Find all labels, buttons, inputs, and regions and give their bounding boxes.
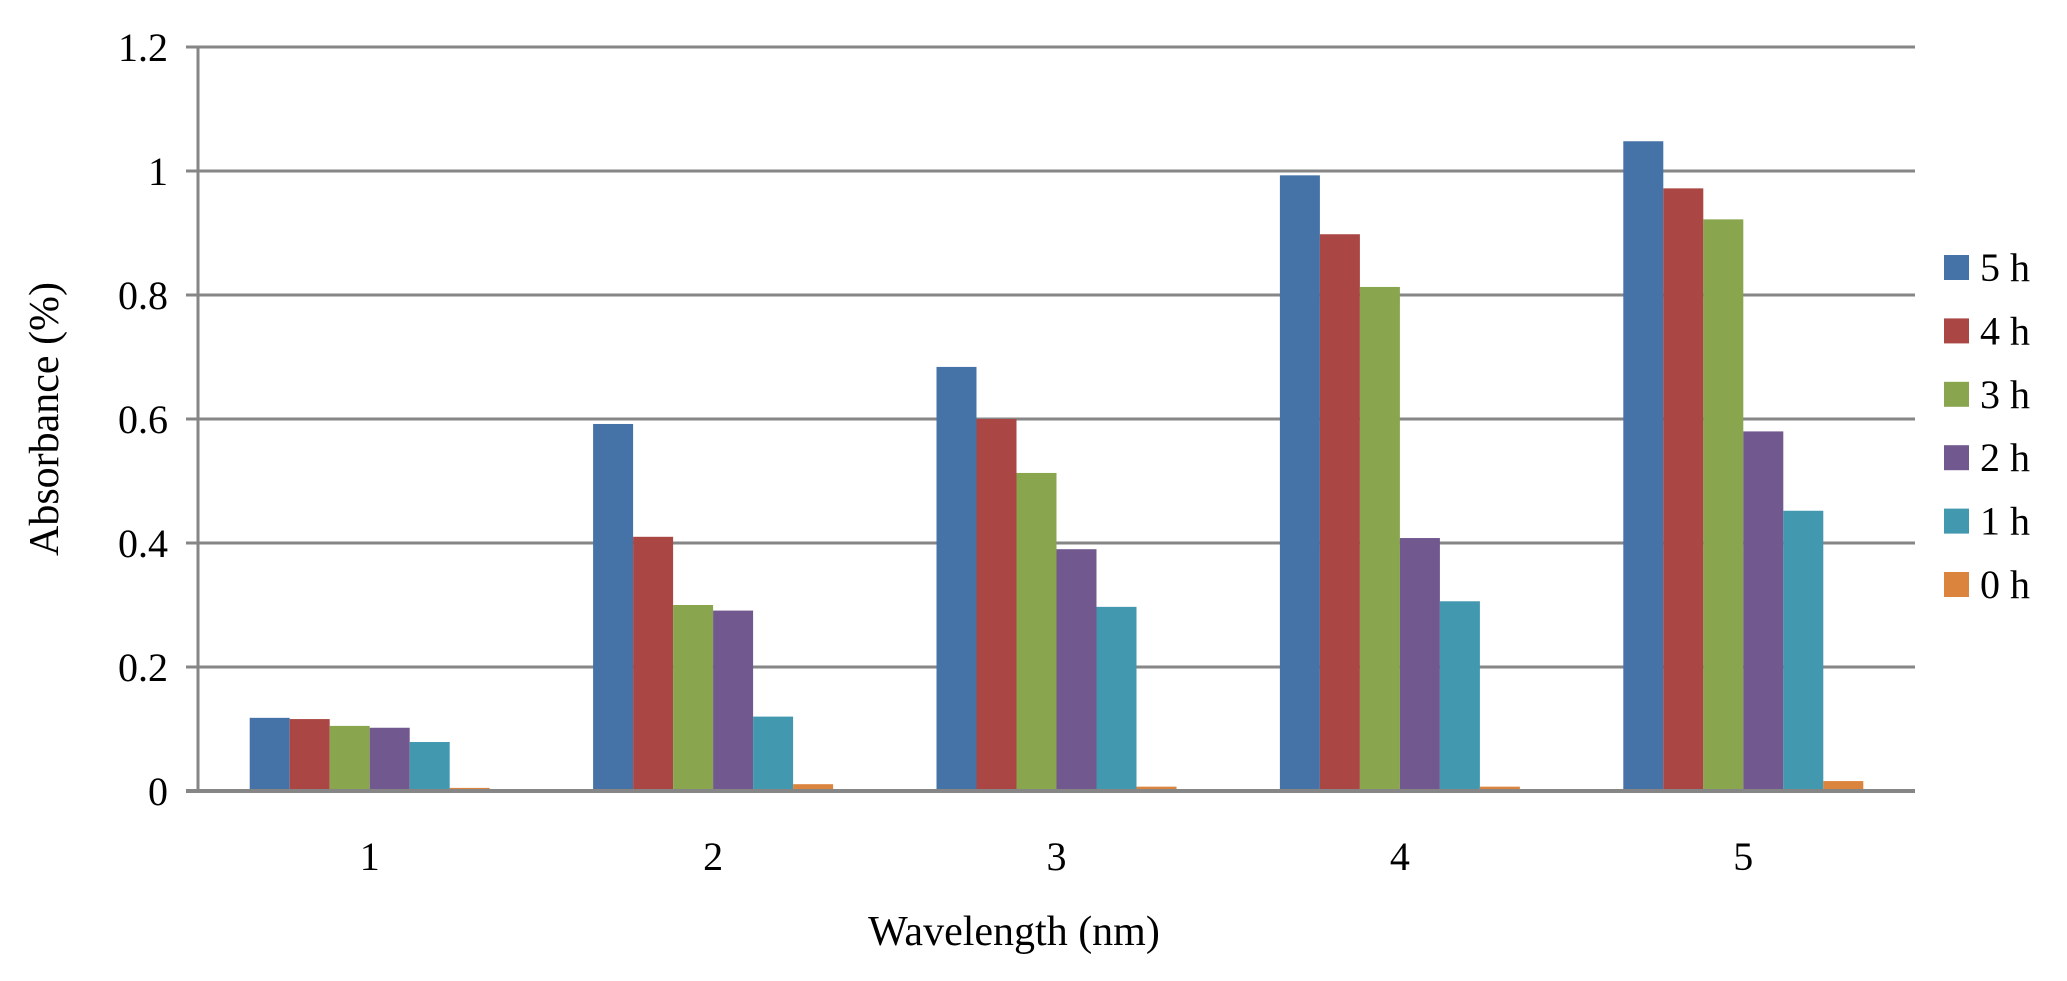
bar-3h-cat-1 — [329, 725, 370, 791]
legend-label: 2 h — [1980, 435, 2030, 480]
legend-label: 3 h — [1980, 372, 2030, 417]
legend: 5 h 4 h 3 h 2 h 1 h 0 h — [1944, 245, 2030, 607]
x-tick-label: 2 — [703, 834, 723, 879]
legend-swatch-3h — [1944, 381, 1969, 407]
bar-0h-cat-3 — [1136, 786, 1177, 791]
legend-label: 1 h — [1980, 499, 2030, 544]
bar-4h-cat-3 — [976, 419, 1017, 791]
legend-label: 4 h — [1980, 308, 2030, 353]
y-axis-title: Absorbance (%) — [22, 282, 68, 556]
bar-5h-cat-5 — [1623, 141, 1664, 792]
bar-1h-cat-1 — [409, 742, 450, 791]
bar-2h-cat-5 — [1743, 431, 1784, 791]
bar-2h-cat-2 — [713, 610, 754, 791]
bar-5h-cat-1 — [249, 717, 290, 791]
y-tick-label: 0.8 — [118, 273, 168, 318]
bar-5h-cat-4 — [1279, 175, 1320, 792]
bar-1h-cat-4 — [1439, 601, 1480, 791]
y-tick-label: 0.6 — [118, 397, 168, 442]
bar-4h-cat-1 — [289, 719, 330, 791]
bar-0h-cat-4 — [1479, 786, 1520, 791]
bar-1h-cat-2 — [753, 716, 794, 791]
bar-3h-cat-5 — [1703, 219, 1744, 792]
y-tick-label: 1 — [148, 149, 168, 194]
bar-4h-cat-2 — [633, 536, 674, 791]
axes — [186, 47, 1915, 793]
legend-swatch-4h — [1944, 318, 1969, 344]
bar-5h-cat-3 — [936, 366, 977, 791]
x-tick-label: 4 — [1390, 834, 1410, 879]
bar-4h-cat-5 — [1663, 188, 1704, 792]
x-axis-title: Wavelength (nm) — [868, 909, 1160, 955]
legend-swatch-1h — [1944, 508, 1969, 534]
y-tick-label: 1.2 — [118, 25, 168, 70]
bar-0h-cat-2 — [793, 784, 834, 791]
x-tick-label: 3 — [1047, 834, 1067, 879]
x-axis-ticks: 1 2 3 4 5 — [360, 834, 1754, 879]
y-tick-label: 0.2 — [118, 645, 168, 690]
y-tick-label: 0.4 — [118, 521, 168, 566]
legend-swatch-0h — [1944, 572, 1969, 597]
x-tick-label: 1 — [360, 834, 380, 879]
legend-label: 0 h — [1980, 562, 2030, 607]
bar-3h-cat-4 — [1359, 286, 1400, 791]
bar-2h-cat-3 — [1056, 549, 1097, 791]
bar-2h-cat-1 — [369, 727, 410, 791]
legend-label: 5 h — [1980, 245, 2030, 290]
x-tick-label: 5 — [1733, 834, 1753, 879]
bar-4h-cat-4 — [1319, 234, 1360, 792]
bar-0h-cat-5 — [1823, 781, 1864, 791]
bar-3h-cat-2 — [673, 605, 714, 791]
bar-3h-cat-3 — [1016, 472, 1057, 791]
bar-1h-cat-3 — [1096, 606, 1137, 791]
y-tick-label: 0 — [148, 769, 168, 814]
y-axis-ticks: 0 0.2 0.4 0.6 0.8 1 1.2 — [118, 25, 168, 814]
bar-1h-cat-5 — [1783, 510, 1824, 791]
legend-swatch-5h — [1944, 255, 1969, 280]
bar-5h-cat-2 — [593, 423, 634, 791]
bars — [249, 141, 1864, 792]
bar-2h-cat-4 — [1399, 538, 1440, 791]
legend-swatch-2h — [1944, 445, 1969, 471]
